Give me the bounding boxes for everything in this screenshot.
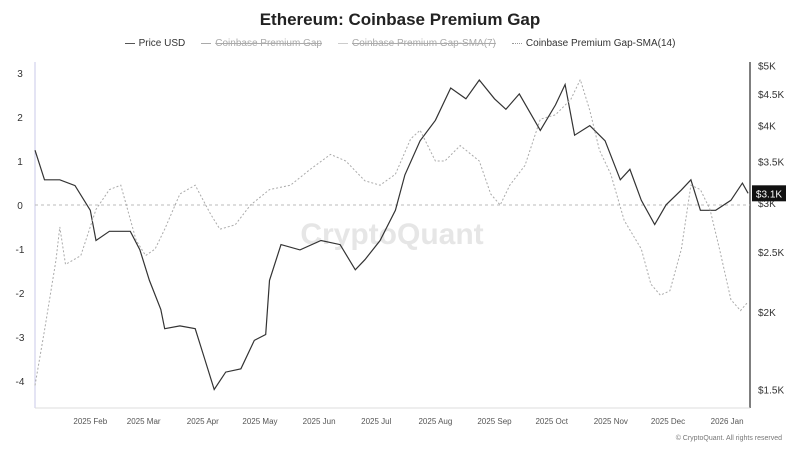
legend-premium-gap-sma14[interactable]: Coinbase Premium Gap-SMA(14) [511, 38, 675, 49]
x-tick-label: 2025 Oct [535, 417, 568, 426]
legend: Price USD Coinbase Premium Gap Coinbase … [0, 38, 800, 49]
x-tick-label: 2026 Jan [711, 417, 744, 426]
current-price-badge [752, 185, 786, 202]
chart-title: Ethereum: Coinbase Premium Gap [259, 10, 541, 29]
x-tick-label: 2025 Apr [187, 417, 219, 426]
right-tick-label: $2.5K [758, 248, 784, 259]
legend-premium-gap-sma7[interactable]: Coinbase Premium Gap-SMA(7) [337, 38, 496, 49]
x-tick-label: 2025 May [242, 417, 277, 426]
current-price-label: $3.1K [756, 189, 782, 200]
left-tick-label: 3 [17, 69, 23, 80]
right-tick-label: $4.5K [758, 90, 784, 101]
right-tick-label: $3.5K [758, 158, 784, 169]
right-tick-label: $2K [758, 308, 776, 319]
x-tick-label: 2025 Jun [303, 417, 336, 426]
x-tick-label: 2025 Sep [477, 417, 512, 426]
left-tick-label: -1 [16, 245, 25, 256]
x-tick-label: 2025 Mar [127, 417, 161, 426]
watermark: CryptoQuant [300, 218, 483, 251]
x-tick-label: 2025 Nov [594, 417, 628, 426]
legend-price-usd[interactable]: Price USD [124, 38, 185, 49]
left-tick-label: -4 [16, 377, 25, 388]
left-tick-label: -2 [16, 289, 25, 300]
x-tick-label: 2025 Aug [418, 417, 452, 426]
right-tick-label: $4K [758, 122, 776, 133]
copyright: © CryptoQuant. All rights reserved [675, 435, 782, 442]
left-tick-label: 1 [17, 157, 23, 168]
left-tick-label: 0 [17, 201, 23, 212]
left-tick-label: -3 [16, 333, 25, 344]
right-tick-label: $5K [758, 62, 776, 73]
right-tick-label: $1.5K [758, 385, 784, 396]
legend-premium-gap[interactable]: Coinbase Premium Gap [201, 38, 322, 49]
premium-gap-sma14-line [34, 78, 749, 386]
right-tick-label: $3K [758, 199, 776, 210]
x-tick-label: 2025 Feb [73, 417, 107, 426]
x-tick-label: 2025 Dec [651, 417, 685, 426]
left-tick-label: 2 [17, 113, 23, 124]
price-usd-line [34, 79, 749, 391]
x-tick-label: 2025 Jul [361, 417, 391, 426]
